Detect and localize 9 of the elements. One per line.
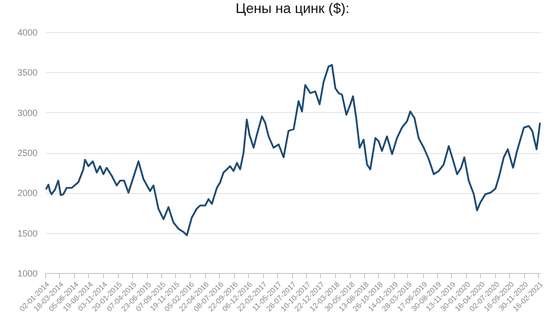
line-series: [45, 64, 541, 236]
y-tick-label: 2500: [17, 148, 38, 158]
chart-title: Цены на цинк ($):: [236, 0, 350, 16]
y-tick-label: 1500: [17, 228, 38, 238]
y-tick-label: 3000: [17, 108, 38, 118]
y-tick-label: 3500: [17, 68, 38, 78]
y-tick-label: 4000: [17, 28, 38, 38]
y-tick-label: 1000: [17, 268, 38, 278]
y-tick-label: 2000: [17, 188, 38, 198]
